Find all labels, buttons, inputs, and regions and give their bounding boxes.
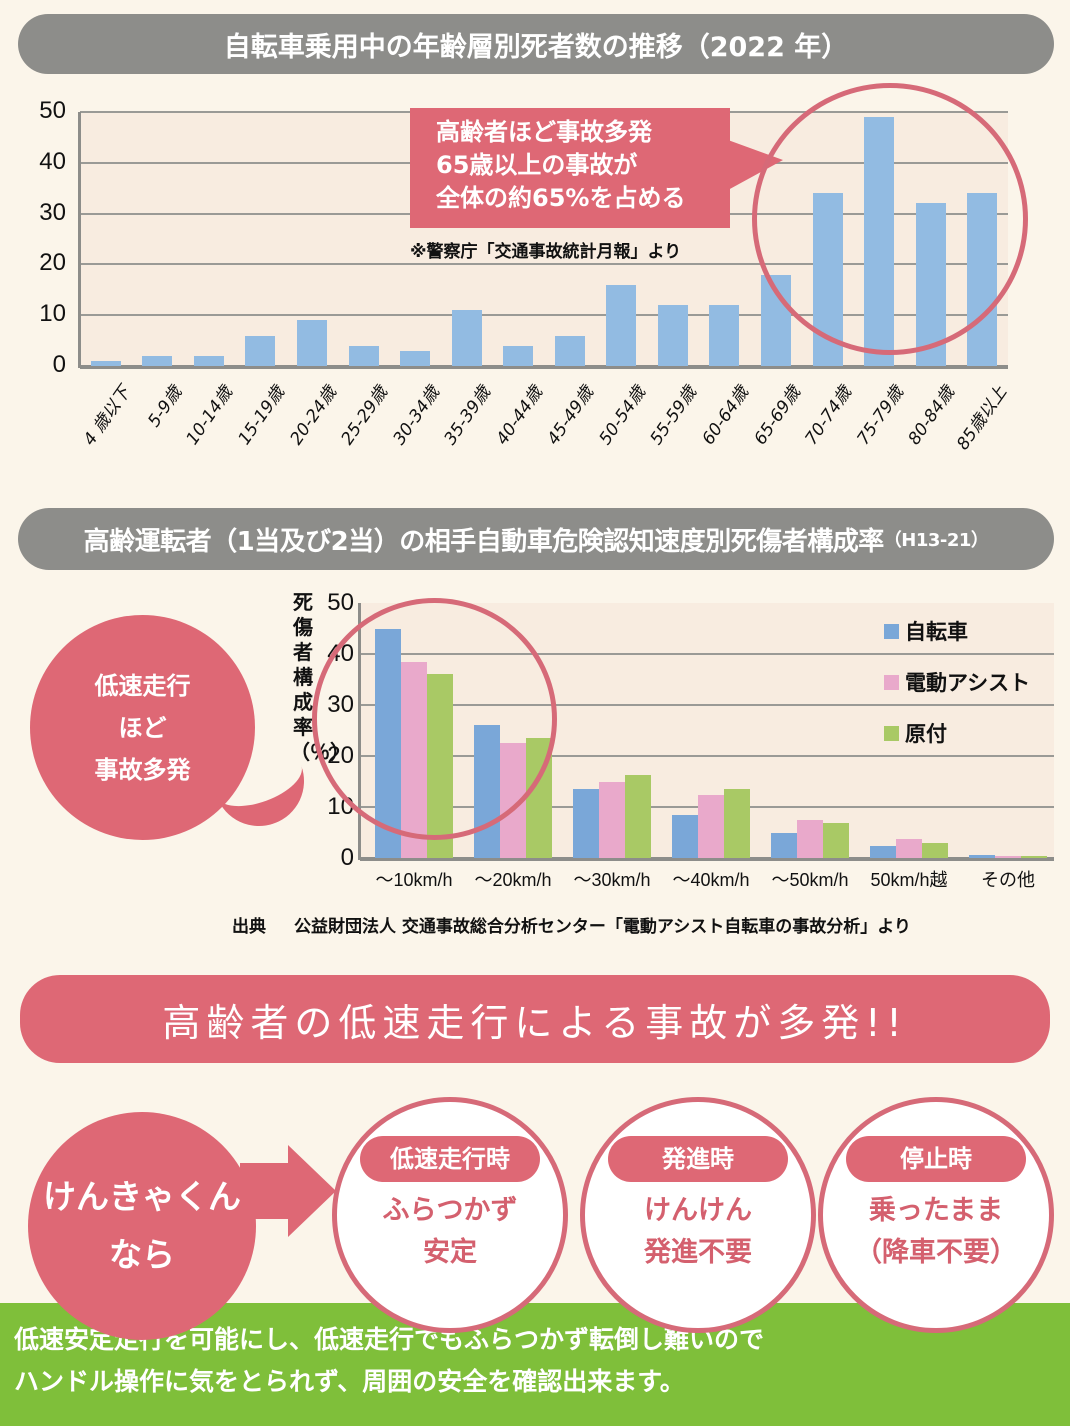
y-tick-label: 30 <box>39 198 66 226</box>
source-text: 公益財団法人 交通事故総合分析センター「電動アシスト自転車の事故分析」より <box>294 917 911 937</box>
gridline <box>80 314 1008 317</box>
chart1-title: 自転車乗用中の年齢層別死者数の推移（2022 年） <box>223 31 849 63</box>
feature-title: 低速走行時 <box>360 1136 540 1182</box>
bar <box>606 284 637 366</box>
bar <box>193 355 224 366</box>
legend-item: 自転車 <box>884 616 968 646</box>
gridline <box>360 704 1054 706</box>
y-tick-label: 0 <box>52 351 66 378</box>
chart2-title-banner: 高齢運転者（1当及び2当）の相手自動車危険認知速度別死傷者構成率 （H13-21） <box>18 508 1054 570</box>
legend-swatch <box>884 674 899 690</box>
bar <box>142 355 173 366</box>
legend-swatch <box>884 623 899 639</box>
source-label: 出典 <box>232 917 266 937</box>
bar <box>348 345 379 366</box>
gridline <box>80 263 1008 266</box>
x-tick-label: ～40km/h <box>672 870 750 890</box>
bar <box>657 305 688 366</box>
legend-swatch <box>884 725 899 741</box>
x-tick-label: その他 <box>981 870 1035 890</box>
feature-line: 乗ったまま <box>868 1195 1004 1226</box>
x-axis <box>360 857 1054 861</box>
bar-bicycle <box>870 846 896 858</box>
bar-bicycle <box>573 789 599 858</box>
highlight-circle <box>752 83 1028 355</box>
bar <box>297 320 327 366</box>
bar-assist <box>599 781 625 858</box>
chart2-title-suffix: （H13-21） <box>883 530 989 551</box>
legend-item: 電動アシスト <box>884 667 1030 697</box>
bar-bicycle <box>672 814 698 858</box>
y-tick-label: 50 <box>39 97 66 124</box>
bar <box>503 345 534 366</box>
y-tick-label: 10 <box>39 300 66 328</box>
bar-assist <box>896 839 922 858</box>
y-tick-label: 50 <box>327 589 354 616</box>
bubble-line: 事故多発 <box>94 755 191 784</box>
low-speed-speech-bubble: 低速走行 ほど 事故多発 <box>30 615 255 840</box>
headline-banner: 高齢者の低速走行による事故が多発!! <box>20 975 1050 1063</box>
arrow-right-icon <box>240 1163 290 1219</box>
arrow-right-icon-head <box>288 1145 336 1237</box>
bar-moped <box>922 842 948 858</box>
callout-line: 高齢者ほど事故多発 <box>436 118 652 146</box>
bar <box>90 360 121 366</box>
bar-moped <box>625 774 651 858</box>
product-lead-circle: けんきゃくん なら <box>28 1112 256 1340</box>
y-tick-label: 40 <box>39 147 66 175</box>
feature-title: 発進時 <box>608 1136 788 1182</box>
chart1-title-banner: 自転車乗用中の年齢層別死者数の推移（2022 年） <box>18 14 1054 74</box>
legend-label: 自転車 <box>905 620 968 644</box>
y-tick-label: 0 <box>340 844 354 871</box>
bar <box>400 350 431 366</box>
lead-line: けんきゃくん <box>43 1177 241 1216</box>
legend-item: 原付 <box>884 718 947 748</box>
feature-low-speed: 低速走行時 ふらつかず安定 <box>332 1097 568 1333</box>
footer-line: ハンドル操作に気をとられず、周囲の安全を確認出来ます。 <box>14 1367 685 1396</box>
x-tick-label: ～50km/h <box>771 870 849 890</box>
feature-line: ふらつかず <box>382 1195 518 1226</box>
bar-moped <box>823 823 849 858</box>
bar <box>245 335 276 366</box>
x-axis <box>80 365 1008 369</box>
legend-label: 電動アシスト <box>905 671 1031 695</box>
feature-line: （降車不要） <box>855 1237 1017 1268</box>
y-axis <box>78 112 81 368</box>
bar <box>554 335 585 366</box>
x-tick-label: ～30km/h <box>573 870 651 890</box>
callout-line: 65歳以上の事故が <box>436 151 638 179</box>
bar <box>709 305 740 366</box>
feature-line: 発進不要 <box>644 1237 752 1268</box>
feature-start: 発進時 けんけん発進不要 <box>580 1097 816 1333</box>
feature-stop: 停止時 乗ったまま （降車不要） <box>818 1097 1054 1333</box>
bar-bicycle <box>771 832 797 858</box>
bar-moped <box>724 789 750 858</box>
feature-line: けんけん <box>644 1195 752 1226</box>
highlight-circle <box>312 598 557 840</box>
bar <box>451 310 482 366</box>
lead-line: なら <box>109 1235 175 1274</box>
bar-assist <box>797 819 823 858</box>
chart2-title: 高齢運転者（1当及び2当）の相手自動車危険認知速度別死傷者構成率 <box>83 526 885 557</box>
y-tick-label: 20 <box>39 249 66 277</box>
bar-assist <box>698 795 724 858</box>
bubble-line: ほど <box>118 713 167 742</box>
gridline <box>360 755 1054 757</box>
legend-label: 原付 <box>905 722 947 746</box>
x-tick-label: ～20km/h <box>474 870 552 890</box>
gridline <box>360 653 1054 655</box>
chart1-callout: 高齢者ほど事故多発 65歳以上の事故が 全体の約65%を占める <box>410 108 730 228</box>
callout-line: 全体の約65%を占める <box>436 184 686 212</box>
feature-title: 停止時 <box>846 1136 1026 1182</box>
x-tick-label: ～10km/h <box>375 870 453 890</box>
x-tick-label: 50km/h越 <box>870 870 948 890</box>
feature-line: 安定 <box>423 1237 477 1268</box>
bubble-line: 低速走行 <box>94 671 191 700</box>
chart1-source-note: ※警察庁「交通事故統計月報」より <box>410 242 682 262</box>
bar-bicycle <box>969 855 995 858</box>
bar-moped <box>1021 856 1047 858</box>
chart2-source: 出典 公益財団法人 交通事故総合分析センター「電動アシスト自転車の事故分析」より <box>232 912 911 937</box>
bar-assist <box>995 856 1021 858</box>
headline-text: 高齢者の低速走行による事故が多発!! <box>162 1000 908 1045</box>
